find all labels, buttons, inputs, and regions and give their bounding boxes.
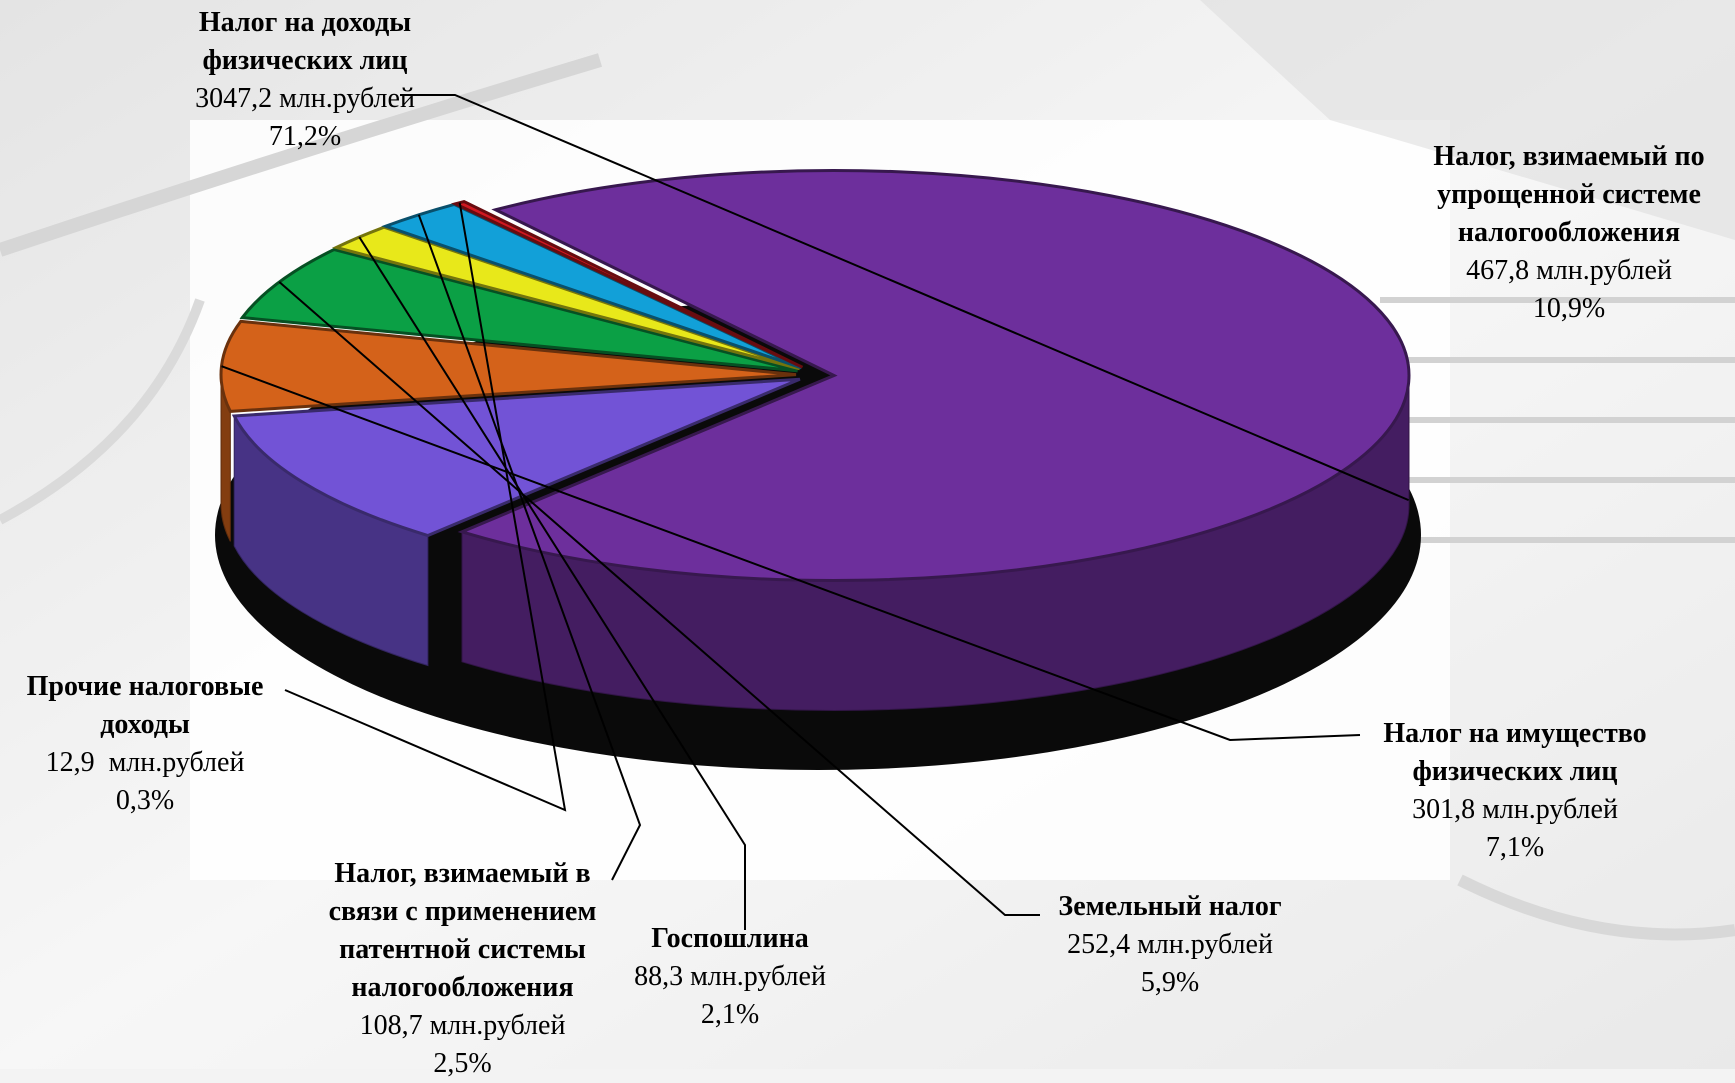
- label-land-value: 252,4 млн.рублей: [1067, 929, 1273, 960]
- label-property: Налог на имущество физических лиц 301,8 …: [1350, 715, 1680, 867]
- label-other-value: 12,9 млн.рублей: [45, 747, 245, 778]
- label-property-percent: 7,1%: [1485, 832, 1545, 863]
- leader-line-duty: [358, 236, 746, 930]
- label-ndfl: Налог на доходы физических лиц 3047,2 мл…: [155, 4, 455, 156]
- label-other-title: Прочие налоговые доходы: [26, 671, 264, 740]
- leader-line-other: [284, 202, 567, 812]
- pie-slice-ndfl: [457, 168, 1411, 582]
- label-usn-percent: 10,9%: [1532, 293, 1606, 324]
- label-property-title: Налог на имущество физических лиц: [1383, 718, 1647, 787]
- leader-line-property: [221, 365, 1361, 742]
- label-ndfl-value: 3047,2 млн.рублей: [195, 83, 415, 114]
- leader-line-patent: [417, 214, 642, 881]
- label-other: Прочие налоговые доходы 12,9 млн.рублей …: [0, 668, 290, 820]
- label-usn-value: 467,8 млн.рублей: [1466, 255, 1672, 286]
- label-patent: Налог, взимаемый в связи с применением п…: [305, 855, 620, 1083]
- label-duty-value: 88,3 млн.рублей: [634, 961, 826, 992]
- label-usn-title: Налог, взимаемый по упрощенной системе н…: [1433, 141, 1705, 248]
- label-land: Земельный налог 252,4 млн.рублей 5,9%: [1030, 888, 1310, 1002]
- label-patent-value: 108,7 млн.рублей: [359, 1010, 566, 1041]
- label-duty-percent: 2,1%: [700, 999, 760, 1030]
- label-patent-title: Налог, взимаемый в связи с применением п…: [328, 858, 597, 1003]
- label-ndfl-percent: 71,2%: [268, 121, 342, 152]
- label-land-title: Земельный налог: [1058, 891, 1282, 922]
- pie-slice-usn: [231, 377, 801, 538]
- label-duty-title: Госпошлина: [651, 923, 809, 954]
- label-patent-percent: 2,5%: [433, 1048, 492, 1079]
- label-usn: Налог, взимаемый по упрощенной системе н…: [1403, 138, 1735, 328]
- leader-line-ndfl: [400, 94, 1409, 502]
- label-land-percent: 5,9%: [1140, 967, 1200, 998]
- label-property-value: 301,8 млн.рублей: [1412, 794, 1618, 825]
- label-ndfl-title: Налог на доходы физических лиц: [198, 7, 412, 76]
- label-duty: Госпошлина 88,3 млн.рублей 2,1%: [615, 920, 845, 1034]
- label-other-percent: 0,3%: [115, 785, 175, 816]
